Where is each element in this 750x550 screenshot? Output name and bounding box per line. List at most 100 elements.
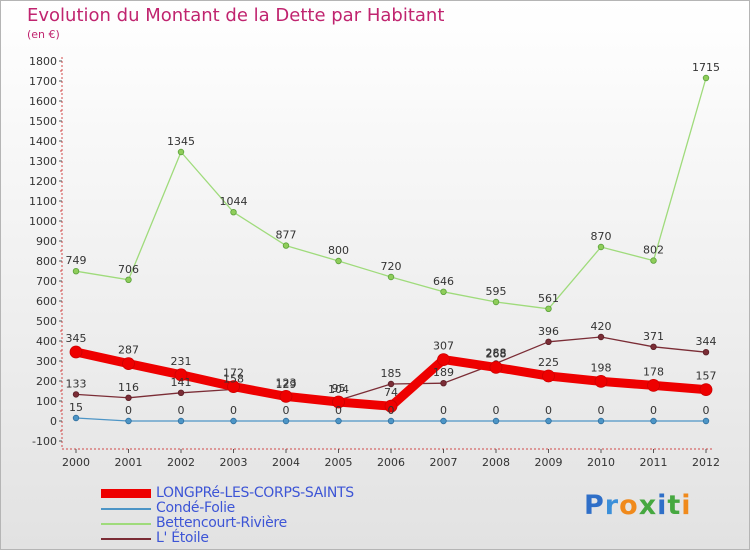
data-label: 0 [283,404,290,417]
chart-subtitle: (en €) [27,28,60,41]
data-label: 0 [650,404,657,417]
data-point [440,417,447,425]
logo-letter: i [681,490,692,521]
data-point [597,243,605,251]
data-label: 595 [486,285,507,298]
data-point [545,417,552,425]
data-label: 344 [696,335,717,348]
data-label: 172 [223,367,244,380]
data-point [230,417,237,425]
y-tick-label: 1200 [29,175,57,188]
data-label: 877 [276,229,297,242]
data-point [489,360,503,374]
data-point [122,357,135,371]
data-label: 0 [598,404,605,417]
data-label: 178 [643,365,664,378]
data-label: 0 [335,404,342,417]
y-tick-label: 0 [50,415,57,428]
data-label: 129 [276,378,297,391]
data-point [174,368,188,382]
x-tick-label: 2003 [220,456,248,469]
x-tick-label: 2001 [115,456,143,469]
y-tick-label: 1500 [29,115,57,128]
data-point [437,353,450,367]
logo-letter: t [667,490,682,521]
legend-swatch-etoile [101,538,151,540]
y-tick-label: 300 [36,355,57,368]
data-point [332,395,345,409]
data-label: 0 [493,404,500,417]
y-tick-label: 1400 [29,135,57,148]
data-label: 720 [381,260,402,273]
x-tick-label: 2012 [692,456,720,469]
data-label: 104 [328,383,349,396]
data-label: 157 [696,370,717,383]
data-label: 185 [381,367,402,380]
data-label: 371 [643,330,664,343]
data-point [440,288,447,295]
legend-label-bettencourt: Bettencourt-Rivière [156,515,287,531]
data-point [335,417,342,425]
x-tick-label: 2005 [325,456,353,469]
data-label: 420 [591,320,612,333]
data-point [69,345,83,359]
y-tick-label: 400 [36,335,57,348]
logo-letter: o [619,490,639,521]
data-point [542,369,555,383]
data-label: 706 [118,263,139,276]
proxiti-logo: Proxiti [584,490,692,521]
logo-letter: r [604,490,620,521]
data-label: 800 [328,244,349,257]
data-point [545,305,552,312]
data-point [387,273,395,281]
data-point [440,380,447,387]
y-tick-label: 1600 [29,95,57,108]
data-point [387,380,395,388]
data-label: 0 [440,404,447,417]
y-tick-label: 700 [36,275,57,288]
data-label: 158 [223,372,244,385]
data-point [702,74,710,82]
data-point [650,257,657,264]
data-point [125,394,132,401]
data-point [230,208,237,216]
data-label: 123 [276,376,297,389]
data-point [125,417,132,425]
logo-letter: x [638,490,658,521]
data-point [125,276,132,283]
y-tick-label: -100 [32,435,57,448]
data-label: 133 [66,377,87,390]
data-label: 307 [433,340,454,353]
data-point [282,417,290,425]
data-point [227,380,240,394]
data-point [177,417,185,425]
data-point [699,383,713,397]
data-point [387,417,395,425]
y-tick-label: 900 [36,235,57,248]
data-label: 0 [703,404,710,417]
data-point [384,399,398,413]
y-tick-label: 600 [36,295,57,308]
data-label: 345 [66,332,87,345]
data-point [282,242,290,249]
data-label: 396 [538,325,559,338]
data-label: 0 [388,404,395,417]
y-tick-label: 1100 [29,195,57,208]
data-label: 0 [545,404,552,417]
data-point [72,391,80,398]
y-tick-label: 200 [36,375,57,388]
data-label: 116 [118,381,139,394]
data-label: 231 [171,355,192,368]
data-label: 225 [538,356,559,369]
data-point [492,417,500,425]
data-point [177,148,185,156]
legend-swatch-longpre [101,489,151,498]
y-tick-label: 1700 [29,75,57,88]
data-point [279,389,293,403]
y-tick-label: 1800 [29,55,57,68]
y-tick-label: 800 [36,255,57,268]
data-label: 15 [69,401,83,414]
data-label: 802 [643,244,664,257]
data-label: 288 [486,346,507,359]
